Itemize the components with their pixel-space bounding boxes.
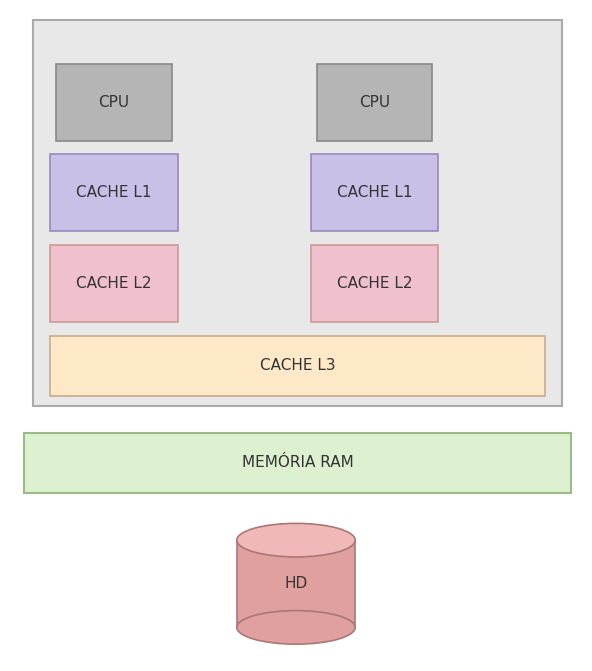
FancyBboxPatch shape (311, 245, 438, 322)
FancyBboxPatch shape (50, 245, 178, 322)
FancyBboxPatch shape (33, 20, 562, 406)
Text: CACHE L2: CACHE L2 (337, 276, 412, 291)
Text: MEMÓRIA RAM: MEMÓRIA RAM (242, 456, 353, 470)
Text: CPU: CPU (359, 95, 390, 110)
Text: CACHE L3: CACHE L3 (260, 358, 335, 373)
Text: CACHE L2: CACHE L2 (76, 276, 152, 291)
Ellipse shape (237, 611, 355, 644)
FancyBboxPatch shape (50, 336, 545, 396)
FancyBboxPatch shape (50, 154, 178, 231)
Text: CPU: CPU (98, 95, 130, 110)
Text: CACHE L1: CACHE L1 (76, 185, 152, 201)
FancyBboxPatch shape (317, 64, 432, 141)
Ellipse shape (237, 523, 355, 557)
FancyBboxPatch shape (311, 154, 438, 231)
FancyBboxPatch shape (237, 540, 355, 627)
Text: HD: HD (284, 576, 308, 591)
FancyBboxPatch shape (56, 64, 172, 141)
Text: CACHE L1: CACHE L1 (337, 185, 412, 201)
FancyBboxPatch shape (24, 433, 571, 493)
